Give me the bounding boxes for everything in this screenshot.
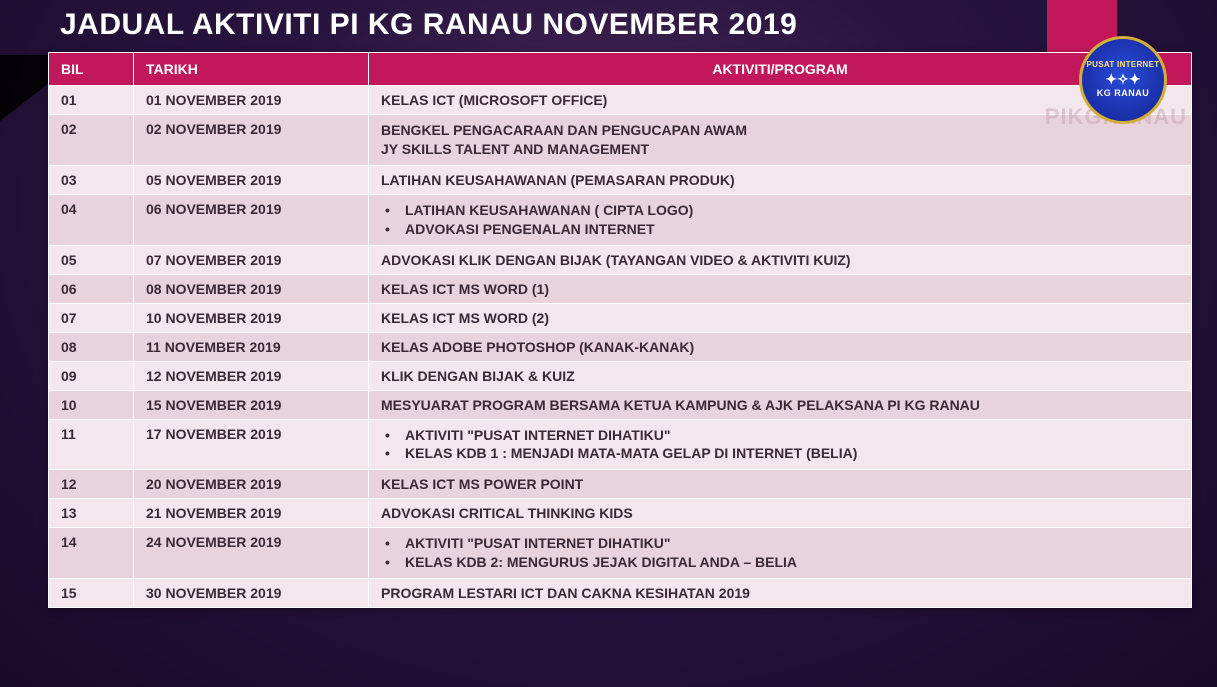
cell-bil: 15 [49, 579, 134, 608]
table-row: 1321 NOVEMBER 2019ADVOKASI CRITICAL THIN… [49, 499, 1192, 528]
table-row: 0811 NOVEMBER 2019KELAS ADOBE PHOTOSHOP … [49, 332, 1192, 361]
table-row: 0101 NOVEMBER 2019KELAS ICT (MICROSOFT O… [49, 86, 1192, 115]
col-header-tarikh: TARIKH [134, 53, 369, 86]
table-row: 0202 NOVEMBER 2019BENGKEL PENGACARAAN DA… [49, 115, 1192, 166]
content-panel: BIL TARIKH AKTIVITI/PROGRAM 0101 NOVEMBE… [48, 52, 1192, 608]
activity-line: JY SKILLS TALENT AND MANAGEMENT [381, 140, 1179, 159]
table-row: 0507 NOVEMBER 2019ADVOKASI KLIK DENGAN B… [49, 245, 1192, 274]
page-title: JADUAL AKTIVITI PI KG RANAU NOVEMBER 201… [60, 8, 797, 42]
table-header-row: BIL TARIKH AKTIVITI/PROGRAM [49, 53, 1192, 86]
cell-bil: 09 [49, 361, 134, 390]
cell-bil: 01 [49, 86, 134, 115]
activity-item: ADVOKASI PENGENALAN INTERNET [401, 220, 1179, 239]
table-row: 0710 NOVEMBER 2019KELAS ICT MS WORD (2) [49, 303, 1192, 332]
cell-aktiviti: ADVOKASI KLIK DENGAN BIJAK (TAYANGAN VID… [369, 245, 1192, 274]
cell-aktiviti: KELAS ICT MS WORD (2) [369, 303, 1192, 332]
table-row: 1117 NOVEMBER 2019AKTIVITI "PUSAT INTERN… [49, 419, 1192, 470]
cell-aktiviti: ADVOKASI CRITICAL THINKING KIDS [369, 499, 1192, 528]
cell-bil: 03 [49, 165, 134, 194]
cell-bil: 11 [49, 419, 134, 470]
cell-aktiviti: MESYUARAT PROGRAM BERSAMA KETUA KAMPUNG … [369, 390, 1192, 419]
activity-item: KELAS KDB 2: MENGURUS JEJAK DIGITAL ANDA… [401, 553, 1179, 572]
cell-aktiviti: KELAS ICT MS POWER POINT [369, 470, 1192, 499]
cell-tarikh: 07 NOVEMBER 2019 [134, 245, 369, 274]
cell-tarikh: 08 NOVEMBER 2019 [134, 274, 369, 303]
cell-bil: 13 [49, 499, 134, 528]
logo-bottom-text: KG RANAU [1097, 89, 1150, 99]
schedule-table: BIL TARIKH AKTIVITI/PROGRAM 0101 NOVEMBE… [48, 52, 1192, 608]
cell-bil: 02 [49, 115, 134, 166]
table-row: 0608 NOVEMBER 2019KELAS ICT MS WORD (1) [49, 274, 1192, 303]
cell-aktiviti: KELAS ADOBE PHOTOSHOP (KANAK-KANAK) [369, 332, 1192, 361]
table-row: 1530 NOVEMBER 2019PROGRAM LESTARI ICT DA… [49, 579, 1192, 608]
cell-aktiviti: AKTIVITI "PUSAT INTERNET DIHATIKU"KELAS … [369, 528, 1192, 579]
cell-bil: 06 [49, 274, 134, 303]
cell-aktiviti: KELAS ICT MS WORD (1) [369, 274, 1192, 303]
table-row: 0912 NOVEMBER 2019KLIK DENGAN BIJAK & KU… [49, 361, 1192, 390]
cell-tarikh: 11 NOVEMBER 2019 [134, 332, 369, 361]
activity-item: AKTIVITI "PUSAT INTERNET DIHATIKU" [401, 534, 1179, 553]
cell-tarikh: 30 NOVEMBER 2019 [134, 579, 369, 608]
cell-tarikh: 02 NOVEMBER 2019 [134, 115, 369, 166]
cell-bil: 05 [49, 245, 134, 274]
col-header-aktiviti: AKTIVITI/PROGRAM [369, 53, 1192, 86]
cell-tarikh: 15 NOVEMBER 2019 [134, 390, 369, 419]
table-row: 1220 NOVEMBER 2019KELAS ICT MS POWER POI… [49, 470, 1192, 499]
cell-aktiviti: KELAS ICT (MICROSOFT OFFICE) [369, 86, 1192, 115]
cell-bil: 07 [49, 303, 134, 332]
cell-bil: 14 [49, 528, 134, 579]
activity-item: AKTIVITI "PUSAT INTERNET DIHATIKU" [401, 426, 1179, 445]
table-row: 1424 NOVEMBER 2019AKTIVITI "PUSAT INTERN… [49, 528, 1192, 579]
cell-tarikh: 20 NOVEMBER 2019 [134, 470, 369, 499]
col-header-bil: BIL [49, 53, 134, 86]
cell-tarikh: 06 NOVEMBER 2019 [134, 194, 369, 245]
cell-aktiviti: KLIK DENGAN BIJAK & KUIZ [369, 361, 1192, 390]
cell-aktiviti: LATIHAN KEUSAHAWANAN ( CIPTA LOGO)ADVOKA… [369, 194, 1192, 245]
activity-line: BENGKEL PENGACARAAN DAN PENGUCAPAN AWAM [381, 121, 1179, 140]
cell-aktiviti: BENGKEL PENGACARAAN DAN PENGUCAPAN AWAMJ… [369, 115, 1192, 166]
cell-tarikh: 17 NOVEMBER 2019 [134, 419, 369, 470]
cell-tarikh: 21 NOVEMBER 2019 [134, 499, 369, 528]
table-row: 0406 NOVEMBER 2019LATIHAN KEUSAHAWANAN (… [49, 194, 1192, 245]
activity-item: LATIHAN KEUSAHAWANAN ( CIPTA LOGO) [401, 201, 1179, 220]
cell-bil: 10 [49, 390, 134, 419]
table-row: 0305 NOVEMBER 2019LATIHAN KEUSAHAWANAN (… [49, 165, 1192, 194]
cell-bil: 12 [49, 470, 134, 499]
cell-tarikh: 05 NOVEMBER 2019 [134, 165, 369, 194]
logo-badge: PUSAT INTERNET ✦✧✦ KG RANAU [1079, 36, 1167, 124]
cell-aktiviti: LATIHAN KEUSAHAWANAN (PEMASARAN PRODUK) [369, 165, 1192, 194]
cell-aktiviti: PROGRAM LESTARI ICT DAN CAKNA KESIHATAN … [369, 579, 1192, 608]
table-row: 1015 NOVEMBER 2019MESYUARAT PROGRAM BERS… [49, 390, 1192, 419]
cell-aktiviti: AKTIVITI "PUSAT INTERNET DIHATIKU"KELAS … [369, 419, 1192, 470]
cell-tarikh: 24 NOVEMBER 2019 [134, 528, 369, 579]
cell-bil: 04 [49, 194, 134, 245]
activity-item: KELAS KDB 1 : MENJADI MATA-MATA GELAP DI… [401, 444, 1179, 463]
logo-top-text: PUSAT INTERNET [1087, 61, 1160, 70]
cell-bil: 08 [49, 332, 134, 361]
cell-tarikh: 10 NOVEMBER 2019 [134, 303, 369, 332]
cell-tarikh: 01 NOVEMBER 2019 [134, 86, 369, 115]
logo-icon: ✦✧✦ [1105, 72, 1140, 87]
cell-tarikh: 12 NOVEMBER 2019 [134, 361, 369, 390]
